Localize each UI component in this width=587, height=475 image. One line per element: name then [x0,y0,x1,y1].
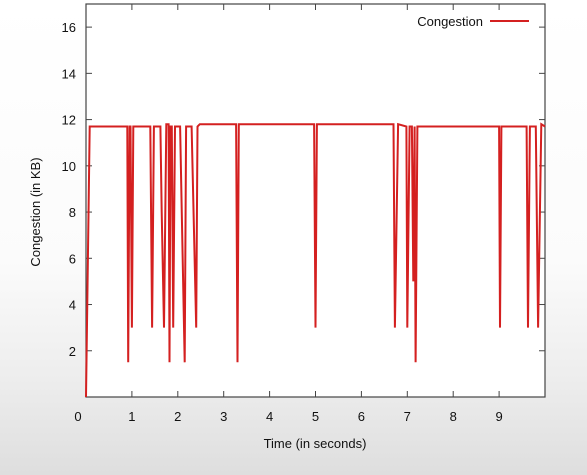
x-tick-label: 8 [450,409,457,424]
y-tick-label: 6 [69,251,76,266]
x-axis-title: Time (in seconds) [264,436,367,451]
x-tick-label: 3 [220,409,227,424]
x-tick-label: 1 [128,409,135,424]
congestion-series-line [85,122,546,398]
x-axis-ticks: 0 1 2 3 4 5 6 7 8 9 [74,4,503,424]
y-tick-label: 8 [69,205,76,220]
y-tick-label: 10 [62,159,76,174]
x-tick-label: 6 [358,409,365,424]
y-tick-label: 2 [69,344,76,359]
legend: Congestion [417,14,529,29]
x-tick-label: 2 [174,409,181,424]
y-tick-label: 16 [62,20,76,35]
x-tick-label: 9 [495,409,502,424]
y-axis-title: Congestion (in KB) [28,157,43,266]
y-axis-ticks: 2 4 6 8 10 12 14 16 [62,20,545,359]
y-tick-label: 4 [69,298,76,313]
y-tick-label: 12 [62,113,76,128]
x-tick-label: 7 [404,409,411,424]
legend-label-congestion: Congestion [417,14,483,29]
x-tick-label: 4 [266,409,273,424]
x-tick-label: 5 [312,409,319,424]
x-tick-label: 0 [74,409,81,424]
y-tick-label: 14 [62,66,76,81]
